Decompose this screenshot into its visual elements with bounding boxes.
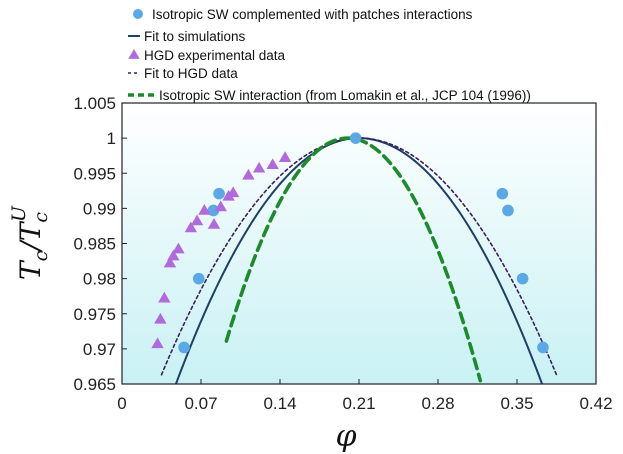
data-point-circle [213, 188, 225, 200]
y-label-main-sub: c [30, 250, 52, 261]
y-tick-label: 1.005 [73, 94, 116, 113]
y-axis-label: Tc/TcU [8, 205, 52, 280]
y-tick-label: 1 [107, 129, 116, 148]
legend-label: Fit to HGD data [144, 66, 238, 81]
y-tick-label: 0.97 [83, 340, 116, 359]
svg-text:Tc/TcU: Tc/TcU [8, 205, 52, 280]
x-tick-label: 0.14 [263, 394, 296, 413]
data-point-circle [497, 188, 509, 200]
y-label-ref-sub: c [30, 212, 52, 223]
y-tick-label: 0.965 [73, 375, 116, 394]
data-point-circle [193, 273, 205, 285]
y-tick-label: 0.985 [73, 235, 116, 254]
y-label-ref-sup: U [8, 205, 30, 222]
legend-label: HGD experimental data [144, 48, 286, 63]
data-point-circle [517, 273, 529, 285]
y-tick-label: 0.98 [83, 270, 116, 289]
x-tick-label: 0.35 [500, 394, 533, 413]
x-tick-label: 0.28 [421, 394, 454, 413]
data-point-circle [350, 132, 362, 144]
x-tick-label: 0.42 [579, 394, 612, 413]
x-tick-label: 0 [117, 394, 126, 413]
y-tick-label: 0.995 [73, 164, 116, 183]
legend-label: Isotropic SW complemented with patches i… [152, 7, 473, 22]
legend-label: Fit to simulations [144, 29, 246, 44]
legend-marker-triangle [128, 49, 139, 59]
legend: Isotropic SW complemented with patches i… [128, 7, 531, 103]
y-tick-label: 0.99 [83, 199, 116, 218]
legend-marker-circle [133, 9, 143, 19]
legend-label: Isotropic SW interaction (from Lomakin e… [159, 88, 531, 103]
data-point-circle [178, 342, 190, 354]
data-point-circle [502, 205, 514, 217]
x-axis-label: φ [335, 419, 356, 454]
data-point-circle [537, 342, 549, 354]
y-tick-label: 0.975 [73, 305, 116, 324]
x-tick-label: 0.21 [342, 394, 375, 413]
x-tick-label: 0.07 [184, 394, 217, 413]
